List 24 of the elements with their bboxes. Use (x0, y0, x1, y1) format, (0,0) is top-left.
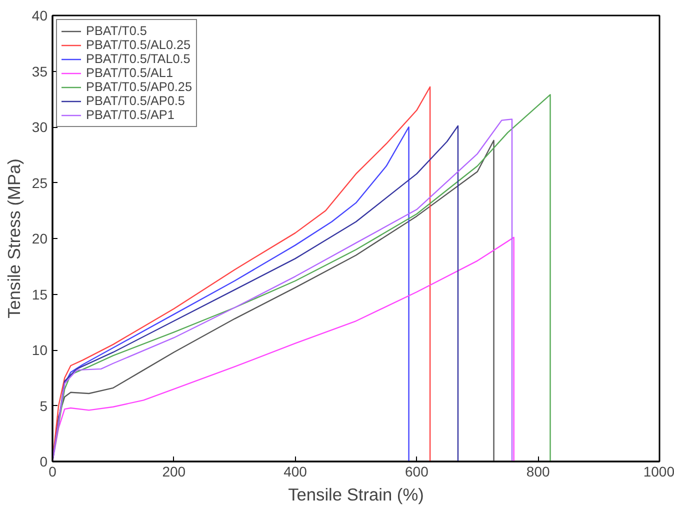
legend-label: PBAT/T0.5/AL0.25 (86, 38, 191, 52)
y-tick-label: 0 (40, 454, 48, 470)
legend-label: PBAT/T0.5/AP0.25 (86, 80, 192, 94)
x-tick-label: 200 (162, 464, 186, 480)
y-tick-label: 20 (32, 230, 48, 246)
y-tick-label: 5 (40, 398, 48, 414)
legend-label: PBAT/T0.5/AL1 (86, 66, 173, 80)
y-tick-label: 40 (32, 8, 48, 24)
legend-label: PBAT/T0.5/AP1 (86, 108, 174, 122)
y-tick-label: 15 (32, 286, 48, 302)
line-series (52, 236, 514, 462)
x-tick-label: 800 (526, 464, 550, 480)
x-tick-label: 1000 (643, 464, 674, 480)
x-tick-label: 400 (284, 464, 308, 480)
y-axis-title: Tensile Stress (MPa) (4, 158, 24, 318)
legend-label: PBAT/T0.5/TAL0.5 (86, 52, 190, 66)
x-axis-title: Tensile Strain (%) (288, 484, 424, 504)
y-tick-label: 30 (32, 119, 48, 135)
y-tick-label: 10 (32, 342, 48, 358)
y-tick-label: 35 (32, 63, 48, 80)
legend-label: PBAT/T0.5 (86, 24, 147, 38)
y-tick-label: 25 (32, 174, 48, 191)
legend-label: PBAT/T0.5/AP0.5 (86, 94, 185, 108)
x-tick-label: 600 (405, 464, 429, 480)
